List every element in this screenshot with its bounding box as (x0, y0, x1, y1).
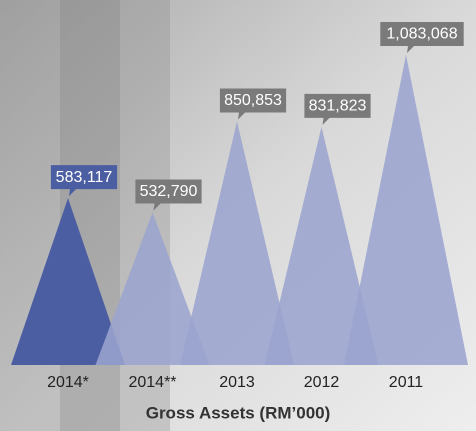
x-tick-label: 2012 (304, 374, 340, 391)
x-tick-label: 2011 (389, 374, 424, 391)
value-label: 850,853 (224, 92, 282, 109)
x-tick-label: 2014* (47, 374, 89, 391)
chart-title: Gross Assets (RM’000) (146, 403, 331, 422)
value-label: 1,083,068 (386, 26, 457, 43)
value-label: 583,117 (56, 169, 113, 186)
value-label: 532,790 (140, 183, 198, 200)
x-tick-label: 2014** (128, 374, 176, 391)
chart: Gross Assets (RM’000) 2014* 583,117 2014**… (0, 0, 476, 431)
value-label: 831,823 (309, 98, 367, 115)
x-tick-label: 2013 (219, 374, 255, 391)
